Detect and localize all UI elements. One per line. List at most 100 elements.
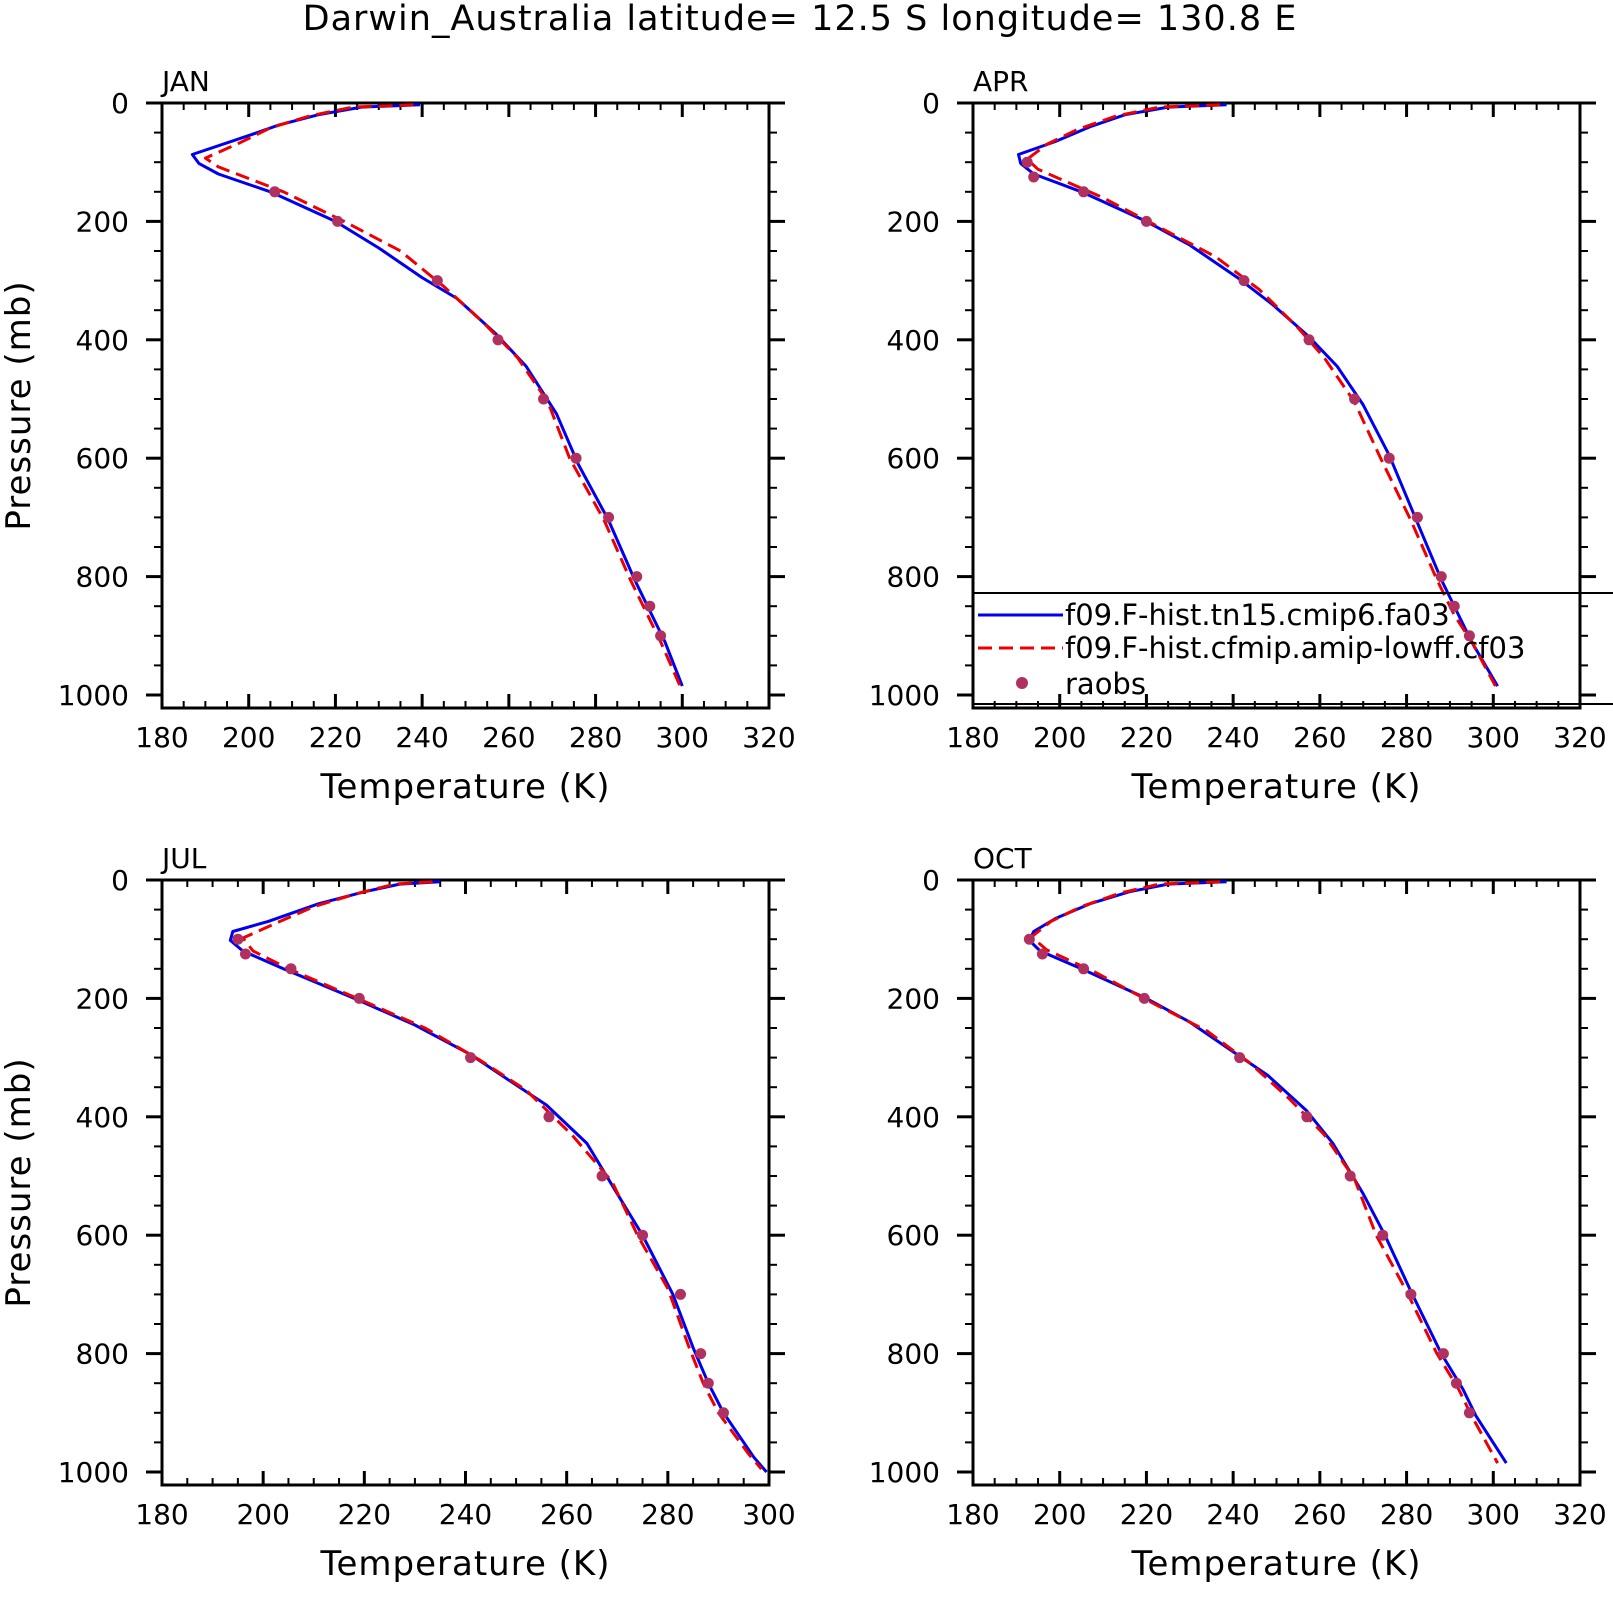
raobs-point (1383, 452, 1395, 464)
raobs-point (1463, 630, 1475, 642)
panel-jan: JAN 180 200 220 240 260 280 300 320 0 200 400 600 800… (0, 65, 796, 807)
raobs-point (1028, 171, 1040, 183)
raobs-point (674, 1288, 686, 1300)
x-tick-label: 320 (1553, 1498, 1606, 1531)
raobs-point (1377, 1229, 1389, 1241)
x-tick-label: 280 (1380, 721, 1433, 754)
y-tick-label: 400 (887, 1101, 940, 1134)
raobs-point (655, 630, 667, 642)
y-tick-label: 0 (111, 864, 129, 897)
y-tick-label: 0 (922, 864, 940, 897)
raobs-point (1140, 215, 1152, 227)
x-tick-label: 300 (656, 721, 709, 754)
y-tick-label: 800 (76, 1338, 129, 1371)
x-tick-label: 260 (482, 721, 535, 754)
y-tick-label: 600 (887, 442, 940, 475)
y-tick-label: 1000 (869, 679, 940, 712)
raobs-point (353, 992, 365, 1004)
panel-label: JAN (160, 65, 210, 98)
y-tick-label: 600 (76, 442, 129, 475)
y-tick-label: 1000 (869, 1456, 940, 1489)
y-tick-label: 1000 (58, 679, 129, 712)
x-axis-label: Temperature (K) (1130, 767, 1421, 807)
raobs-point (1138, 992, 1150, 1004)
raobs-point (332, 215, 344, 227)
x-axis-label: Temperature (K) (319, 767, 610, 807)
series-line-cmip6 (228, 880, 768, 1473)
raobs-point (596, 1170, 608, 1182)
x-tick-label: 200 (222, 721, 275, 754)
raobs-point (603, 511, 615, 523)
raobs-point (1078, 963, 1090, 975)
x-tick-label: 260 (1293, 1498, 1346, 1531)
raobs-point (1411, 511, 1423, 523)
y-tick-label: 200 (76, 982, 129, 1015)
y-tick-label: 800 (76, 561, 129, 594)
legend-label: raobs (1065, 667, 1146, 701)
y-tick-label: 200 (76, 205, 129, 238)
x-tick-label: 300 (1467, 1498, 1520, 1531)
y-axis-label: Pressure (mb) (0, 280, 39, 530)
raobs-point (543, 1111, 555, 1123)
series-line-cfmip (1025, 103, 1497, 687)
raobs-point (631, 571, 643, 583)
x-tick-label: 280 (569, 721, 622, 754)
legend-marker-raobs (1016, 677, 1028, 689)
raobs-point (1303, 334, 1315, 346)
y-axis-label: Pressure (mb) (0, 1057, 39, 1307)
y-tick-label: 400 (76, 1101, 129, 1134)
y-tick-label: 600 (76, 1219, 129, 1252)
plot-frame (971, 878, 1582, 1487)
y-tick-label: 0 (111, 87, 129, 120)
raobs-point (1301, 1111, 1313, 1123)
x-tick-label: 320 (742, 721, 795, 754)
y-tick-label: 1000 (58, 1456, 129, 1489)
legend-label: f09.F-hist.tn15.cmip6.fa03 (1065, 598, 1450, 632)
legend: f09.F-hist.tn15.cmip6.fa03f09.F-hist.cfm… (973, 592, 1613, 705)
raobs-point (1036, 948, 1048, 960)
x-tick-label: 280 (641, 1498, 694, 1531)
panel-label: JUL (160, 842, 207, 875)
y-tick-label: 800 (887, 1338, 940, 1371)
series-line-cfmip (203, 103, 682, 687)
panels: JAN 180 200 220 240 260 280 300 320 0 200 400 600 800… (0, 65, 1613, 1584)
raobs-point (431, 275, 443, 287)
legend-label: f09.F-hist.cfmip.amip-lowff.cf03 (1065, 631, 1525, 665)
raobs-point (1448, 600, 1460, 612)
raobs-point (717, 1407, 729, 1419)
panel-jul: JUL 180 200 220 240 260 280 300 0 200 400 600 800 100… (0, 842, 796, 1584)
raobs-point (1405, 1288, 1417, 1300)
raobs-point (644, 600, 656, 612)
raobs-point (492, 334, 504, 346)
figure-title: Darwin_Australia latitude= 12.5 S longit… (303, 0, 1298, 39)
panel-apr: APR 180 200 220 240 260 280 300 320 0 200 400 600 800… (869, 65, 1607, 807)
x-tick-label: 180 (946, 721, 999, 754)
x-tick-label: 200 (1033, 721, 1086, 754)
x-tick-label: 320 (1553, 721, 1606, 754)
raobs-point (1234, 1052, 1246, 1064)
y-tick-label: 200 (887, 205, 940, 238)
raobs-point (1023, 933, 1035, 945)
series-line-cmip6 (1017, 103, 1499, 687)
panel-label: OCT (973, 842, 1033, 875)
x-tick-label: 260 (1293, 721, 1346, 754)
series-line-cmip6 (1027, 880, 1508, 1464)
raobs-point (637, 1229, 649, 1241)
series-line-cfmip (241, 880, 763, 1470)
raobs-point (1437, 1348, 1449, 1360)
raobs-point (1238, 275, 1250, 287)
x-tick-label: 280 (1380, 1498, 1433, 1531)
raobs-point (1078, 186, 1090, 198)
raobs-point (1463, 1407, 1475, 1419)
raobs-point (232, 933, 244, 945)
raobs-point (695, 1348, 707, 1360)
y-tick-label: 400 (887, 324, 940, 357)
x-tick-label: 200 (1033, 1498, 1086, 1531)
x-axis-label: Temperature (K) (1130, 1544, 1421, 1584)
x-tick-label: 240 (1206, 1498, 1259, 1531)
raobs-point (570, 452, 582, 464)
y-tick-label: 600 (887, 1219, 940, 1252)
x-tick-label: 180 (135, 721, 188, 754)
raobs-point (702, 1377, 714, 1389)
